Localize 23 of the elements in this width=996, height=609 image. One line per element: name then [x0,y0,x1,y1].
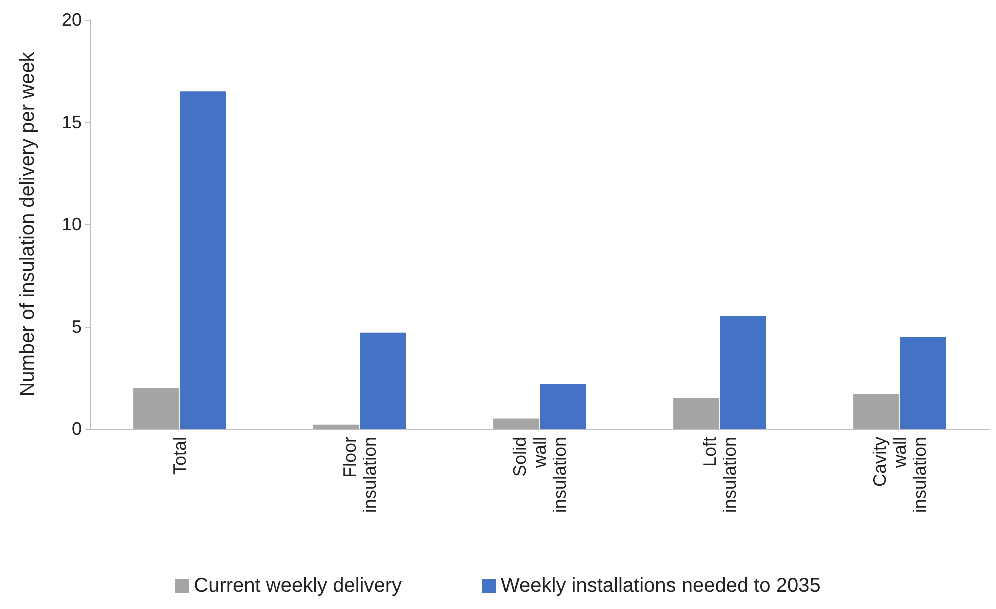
y-tick-label: 20 [62,10,82,30]
y-tick-label: 5 [72,316,82,337]
legend-label: Weekly installations needed to 2035 [501,575,821,597]
bar [314,424,360,429]
bar [674,398,720,429]
bar [900,336,946,429]
bar [134,388,180,429]
x-tick-label: Total [170,437,190,476]
x-tick-label: Loft insulation [700,437,740,514]
y-tick-label: 0 [72,419,82,439]
bar [360,332,406,429]
bar [720,316,766,429]
bar [854,394,900,429]
y-axis-title: Number of insulation delivery per week [17,51,39,397]
y-tick-label: 10 [62,214,82,234]
x-tick-label: Solid wall insulation [510,437,570,514]
bar [540,384,586,429]
bar [494,418,540,429]
x-tick-label: Cavity wall insulation [870,437,930,514]
x-tick-label: Floor insulation [340,437,380,514]
bar [180,92,226,429]
legend-label: Current weekly delivery [194,575,402,597]
y-tick-label: 15 [62,112,82,132]
